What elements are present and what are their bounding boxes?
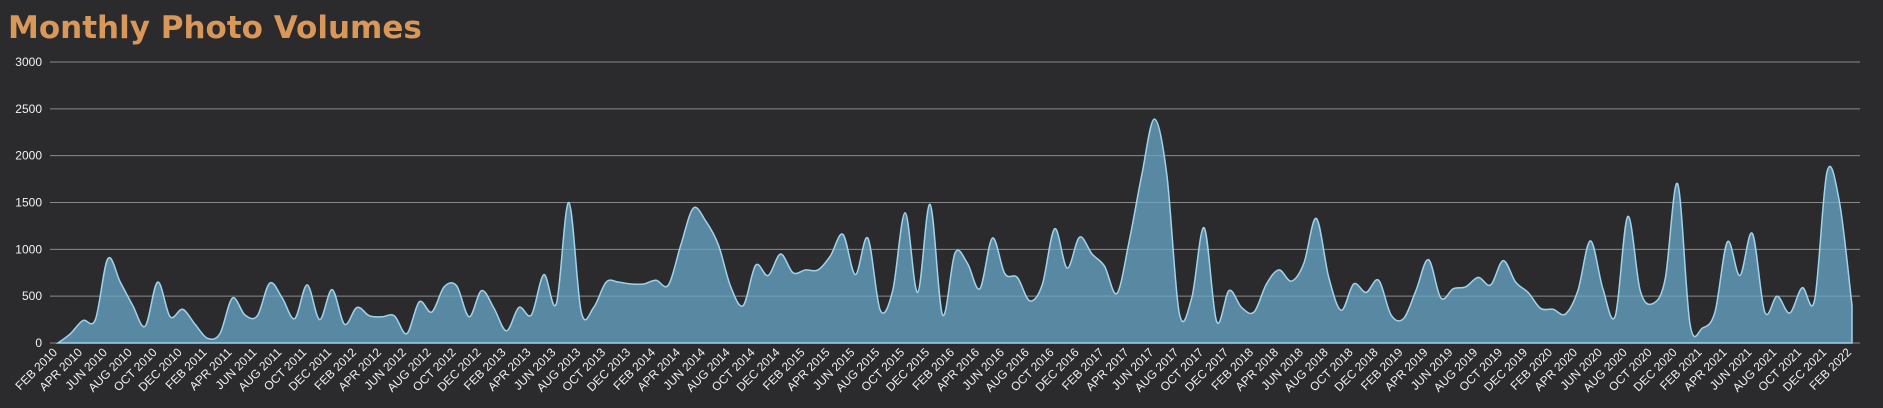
y-tick-label: 500 [22, 289, 42, 303]
area [55, 118, 1853, 344]
y-tick-label: 3000 [15, 55, 42, 69]
chart-title: Monthly Photo Volumes [8, 10, 422, 46]
y-tick-label: 0 [35, 336, 42, 350]
y-tick-label: 1000 [15, 242, 42, 256]
y-tick-label: 2500 [15, 102, 42, 116]
y-tick-label: 1500 [15, 196, 42, 210]
y-tick-label: 2000 [15, 149, 42, 163]
